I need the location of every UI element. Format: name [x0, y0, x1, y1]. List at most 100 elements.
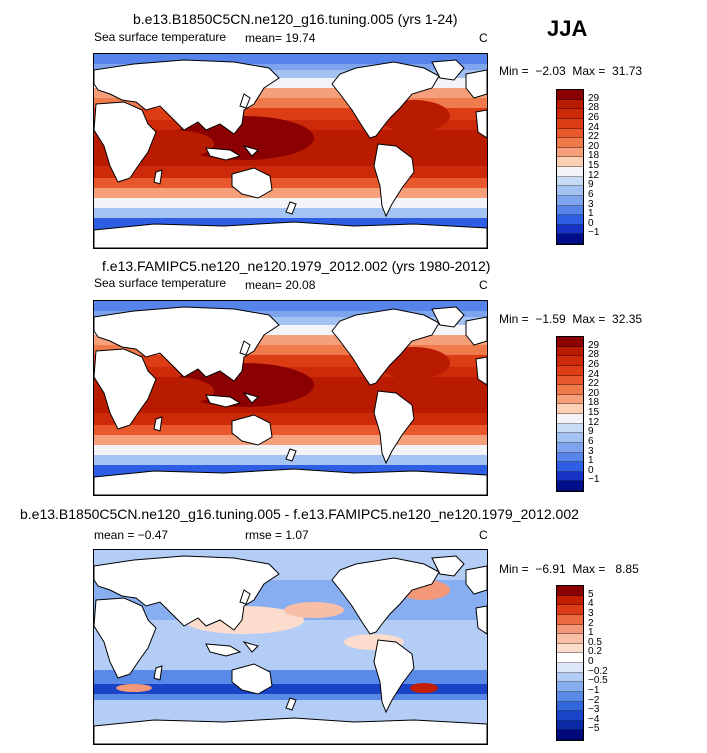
- australia-land: [231, 663, 273, 695]
- colorbar-tick-label: 12: [588, 416, 600, 428]
- colorbar-tick-label: 28: [588, 349, 600, 361]
- colorbar-swatch: [557, 346, 583, 357]
- europe-asia-land: [94, 59, 487, 135]
- colorbar-tick-label: 28: [588, 102, 600, 114]
- panel-3-colorbar: [556, 585, 584, 741]
- colorbar-tick-label: 2: [588, 617, 594, 629]
- colorbar-tick-label: 24: [588, 368, 600, 380]
- greenland-land: [431, 59, 465, 81]
- colorbar-tick-label: 1: [588, 208, 594, 220]
- panel-2-sst-field: [94, 301, 487, 495]
- colorbar-tick-label: 1: [588, 627, 594, 639]
- colorbar-swatch: [557, 595, 583, 606]
- panel-2-mean: mean= 20.08: [245, 278, 316, 292]
- colorbar-tick-label: 22: [588, 131, 600, 143]
- colorbar-swatch: [557, 682, 583, 692]
- colorbar-tick-label: 5: [588, 588, 594, 600]
- australia-land: [231, 167, 273, 199]
- colorbar-swatch: [557, 634, 583, 644]
- colorbar-tick-label: 3: [588, 198, 594, 210]
- antarctica-land: [94, 468, 487, 495]
- colorbar-swatch: [557, 385, 583, 395]
- panel-2-variable: Sea surface temperature: [94, 276, 227, 290]
- panel-1-mean: mean= 19.74: [245, 31, 316, 45]
- colorbar-tick-label: 20: [588, 387, 600, 399]
- africa-land: [94, 101, 487, 183]
- new-zealand-land: [285, 448, 297, 462]
- colorbar-swatch: [557, 195, 583, 206]
- colorbar-tick-label: 6: [588, 188, 594, 200]
- colorbar-swatch: [557, 186, 583, 196]
- colorbar-swatch: [557, 423, 583, 434]
- colorbar-tick-label: 18: [588, 397, 600, 409]
- new-zealand-land: [285, 201, 297, 215]
- japan-land: [239, 340, 251, 356]
- colorbar-tick-label: 6: [588, 435, 594, 447]
- colorbar-swatch: [557, 167, 583, 177]
- colorbar-tick-label: −0.5: [588, 675, 608, 687]
- panel-1-sst-field: [94, 54, 487, 248]
- colorbar-tick-label: 0.5: [588, 636, 602, 648]
- colorbar-swatch: [557, 414, 583, 424]
- colorbar-swatch: [557, 337, 583, 347]
- colorbar-tick-label: 1: [588, 455, 594, 467]
- colorbar-swatch: [557, 586, 583, 596]
- colorbar-swatch: [557, 643, 583, 654]
- colorbar-swatch: [557, 109, 583, 119]
- colorbar-swatch: [557, 672, 583, 683]
- colorbar-tick-label: 22: [588, 378, 600, 390]
- colorbar-tick-label: −0.2: [588, 665, 608, 677]
- panel-1-units: C: [479, 31, 488, 45]
- europe-asia-land: [94, 306, 487, 382]
- colorbar-swatch: [557, 128, 583, 139]
- greenland-land: [431, 306, 465, 328]
- panel-3-difference-field: [94, 550, 487, 744]
- colorbar-swatch: [557, 481, 583, 491]
- colorbar-swatch: [557, 215, 583, 225]
- panel-1-variable: Sea surface temperature: [94, 30, 227, 44]
- panel-2-units: C: [479, 278, 488, 292]
- colorbar-tick-label: 9: [588, 179, 594, 191]
- africa-land: [94, 348, 487, 430]
- north-america-land: [331, 557, 440, 635]
- panel-2-colorbar: [556, 336, 584, 492]
- colorbar-tick-label: 0: [588, 464, 594, 476]
- indonesia-land: [205, 641, 259, 657]
- colorbar-swatch: [557, 118, 583, 129]
- panel-3-units: C: [479, 528, 488, 542]
- colorbar-swatch: [557, 176, 583, 187]
- panel-2-map: [93, 300, 488, 496]
- africa-land: [94, 597, 487, 679]
- panel-1-colorbar: [556, 89, 584, 245]
- japan-land: [239, 93, 251, 109]
- indonesia-land: [205, 392, 259, 408]
- north-america-land: [331, 61, 440, 139]
- colorbar-tick-label: 9: [588, 426, 594, 438]
- colorbar-swatch: [557, 205, 583, 216]
- madagascar-land: [153, 169, 163, 185]
- colorbar-tick-label: 24: [588, 121, 600, 133]
- colorbar-tick-label: −1: [588, 227, 600, 239]
- colorbar-tick-label: 0: [588, 656, 594, 667]
- colorbar-tick-label: 26: [588, 358, 600, 370]
- colorbar-swatch: [557, 471, 583, 482]
- panel-3-title: b.e13.B1850C5CN.ne120_g16.tuning.005 - f…: [20, 506, 579, 522]
- colorbar-tick-label: −3: [588, 704, 600, 716]
- colorbar-swatch: [557, 691, 583, 702]
- colorbar-tick-label: −1: [588, 474, 600, 486]
- colorbar-swatch: [557, 90, 583, 100]
- colorbar-swatch: [557, 356, 583, 366]
- panel-1-map: [93, 53, 488, 249]
- colorbar-swatch: [557, 138, 583, 148]
- panel-3-mean: mean = −0.47: [94, 528, 169, 542]
- colorbar-swatch: [557, 462, 583, 472]
- new-zealand-land: [285, 697, 297, 711]
- colorbar-swatch: [557, 147, 583, 158]
- colorbar-tick-label: −1: [588, 684, 600, 696]
- colorbar-swatch: [557, 234, 583, 244]
- colorbar-swatch: [557, 730, 583, 740]
- indonesia-land: [205, 145, 259, 161]
- colorbar-tick-label: −5: [588, 723, 600, 735]
- colorbar-tick-label: 20: [588, 140, 600, 152]
- panel-3-minmax: Min = −6.91 Max = 8.85: [499, 562, 639, 576]
